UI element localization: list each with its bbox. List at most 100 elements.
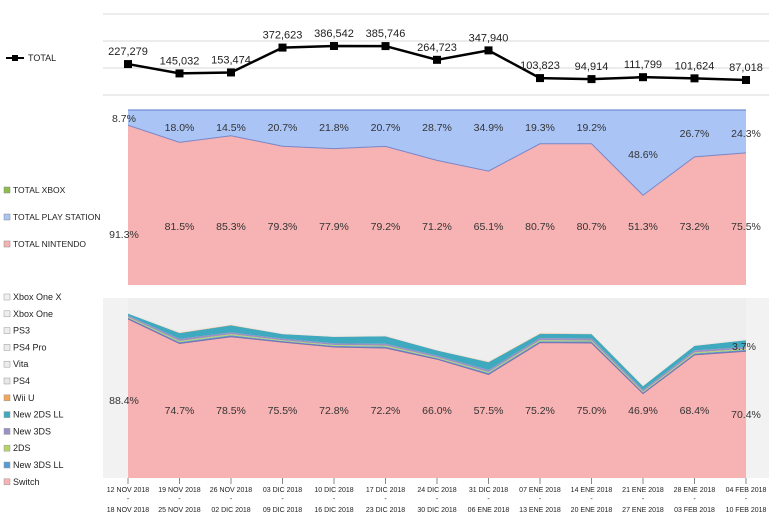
- nintendo-share-label-7: 65.1%: [474, 221, 504, 233]
- x-tick-label-dash-4: -: [333, 496, 336, 503]
- area-total-nintendo: [128, 125, 746, 285]
- total-point-6: [433, 55, 441, 64]
- x-tick-label-end-4: 16 DIC 2018: [314, 507, 353, 514]
- platform-share-panel: 8.7% 18.0% 14.5% 20.7% 21.8% 20.7% 28.7% 34.9% 1…: [109, 109, 761, 285]
- nintendo-share-label-8: 80.7%: [525, 221, 555, 233]
- x-tick-label-end-6: 30 DIC 2018: [417, 507, 456, 514]
- total-value-label-7: 347,940: [469, 32, 509, 44]
- legend-console-label-1: Xbox One: [13, 309, 53, 319]
- total-value-label-8: 103,823: [520, 60, 560, 72]
- x-tick-label-end-12: 10 FEB 2018: [726, 507, 767, 514]
- x-tick-label-end-11: 03 FEB 2018: [674, 507, 715, 514]
- x-tick-label-start-10: 21 ENE 2018: [622, 487, 664, 494]
- legend-console-label-2: PS3: [13, 326, 30, 336]
- x-tick-label-start-1: 19 NOV 2018: [158, 487, 201, 494]
- switch-share-label-8: 75.2%: [525, 405, 555, 417]
- switch-share-label-7: 57.5%: [474, 405, 504, 417]
- legend-console-swatch-6: [3, 394, 11, 402]
- total-value-label-9: 94,914: [575, 61, 609, 73]
- ps-share-label-12: 24.3%: [731, 128, 761, 140]
- x-tick-label-dash-6: -: [436, 496, 439, 503]
- legend-console-swatch-2: [3, 327, 11, 334]
- ps-share-label-8: 19.3%: [525, 122, 555, 134]
- nintendo-share-label-5: 79.2%: [371, 221, 401, 233]
- x-tick-label-dash-7: -: [487, 496, 490, 503]
- x-tick-label-end-1: 25 NOV 2018: [158, 507, 201, 514]
- x-tick-label-end-2: 02 DIC 2018: [211, 507, 250, 514]
- new2dsll-share-label-12: 3.7%: [732, 341, 756, 353]
- x-tick-label-end-9: 20 ENE 2018: [571, 507, 613, 514]
- nintendo-share-label-11: 73.2%: [680, 221, 710, 233]
- switch-share-label-12: 70.4%: [731, 409, 761, 421]
- x-tick-label-end-0: 18 NOV 2018: [107, 507, 150, 514]
- legend-console-label-10: New 3DS LL: [13, 460, 64, 470]
- legend-console-label-9: 2DS: [13, 443, 31, 453]
- total-point-3: [278, 43, 287, 52]
- x-tick-label-end-8: 13 ENE 2018: [519, 507, 561, 514]
- ps-share-label-0: 8.7%: [112, 113, 136, 125]
- nintendo-share-label-12: 75.5%: [731, 221, 761, 233]
- x-tick-label-dash-9: -: [590, 496, 593, 503]
- ps-share-label-10: 48.6%: [628, 149, 658, 161]
- legend-console-swatch-11: [3, 478, 11, 486]
- switch-share-label-1: 74.7%: [165, 405, 195, 417]
- x-tick-label-dash-8: -: [539, 496, 542, 503]
- ps-share-label-7: 34.9%: [474, 122, 504, 134]
- switch-share-label-0: 88.4%: [109, 395, 139, 407]
- legend-label-1: TOTAL PLAY STATION: [13, 212, 101, 222]
- x-tick-label-start-9: 14 ENE 2018: [571, 487, 613, 494]
- legend-console-swatch-1: [3, 310, 11, 318]
- x-tick-label-dash-10: -: [642, 496, 645, 503]
- switch-share-label-2: 78.5%: [216, 405, 246, 417]
- x-tick-label-start-0: 12 NOV 2018: [107, 487, 150, 494]
- x-tick-label-dash-1: -: [178, 496, 181, 503]
- x-tick-label-dash-2: -: [230, 496, 233, 503]
- legend-console-swatch-3: [3, 344, 11, 351]
- boundary-line-platforms: [127, 124, 747, 196]
- x-tick-label-dash-5: -: [384, 496, 387, 503]
- total-point-2: [227, 68, 235, 77]
- total-point-9: [587, 75, 596, 84]
- x-tick-label-dash-3: -: [281, 496, 284, 503]
- x-tick-label-end-5: 23 DIC 2018: [366, 507, 405, 514]
- total-value-label-11: 101,624: [675, 60, 715, 72]
- ps-share-label-3: 20.7%: [268, 122, 298, 134]
- x-tick-label-dash-0: -: [127, 496, 130, 503]
- x-tick-label-dash-11: -: [693, 496, 696, 503]
- total-point-4: [330, 42, 338, 50]
- legend-console-label-7: New 2DS LL: [13, 410, 64, 420]
- nintendo-share-label-1: 81.5%: [165, 221, 195, 233]
- switch-share-label-4: 72.8%: [319, 405, 349, 417]
- x-tick-label-start-2: 26 NOV 2018: [210, 487, 253, 494]
- legend-console-label-3: PS4 Pro: [13, 342, 47, 352]
- legend-swatch-1: [3, 213, 11, 221]
- total-point-5: [381, 42, 390, 51]
- legend-swatch-0: [3, 186, 11, 194]
- legend-consoles: Xbox One X Xbox One PS3 PS4 Pro Vita PS4 Wii U…: [3, 292, 64, 487]
- legend-swatch-2: [3, 240, 11, 248]
- switch-share-label-10: 46.9%: [628, 405, 658, 417]
- legend-console-swatch-9: [3, 444, 11, 452]
- legend-console-label-4: Vita: [13, 359, 28, 369]
- total-value-label-10: 111,799: [624, 59, 662, 71]
- switch-share-label-5: 72.2%: [371, 405, 401, 417]
- ps-share-label-11: 26.7%: [680, 128, 710, 140]
- legend-console-label-6: Wii U: [13, 393, 35, 403]
- legend-total-label: TOTAL: [28, 53, 56, 63]
- total-value-label-12: 87,018: [729, 62, 763, 74]
- x-tick-label-end-7: 06 ENE 2018: [468, 507, 510, 514]
- x-tick-label-end-10: 27 ENE 2018: [622, 507, 664, 514]
- legend-total: TOTAL: [6, 53, 56, 63]
- x-tick-label-start-8: 07 ENE 2018: [519, 487, 561, 494]
- ps-share-label-6: 28.7%: [422, 122, 452, 134]
- legend-label-2: TOTAL NINTENDO: [13, 239, 86, 249]
- legend-platforms: TOTAL XBOX TOTAL PLAY STATION TOTAL NINTEN…: [3, 185, 101, 249]
- legend-console-swatch-5: [3, 377, 11, 385]
- total-value-label-1: 145,032: [160, 55, 200, 67]
- nintendo-share-label-4: 77.9%: [319, 221, 349, 233]
- legend-label-0: TOTAL XBOX: [13, 185, 66, 195]
- nintendo-share-label-2: 85.3%: [216, 221, 246, 233]
- x-tick-label-start-11: 28 ENE 2018: [674, 487, 716, 494]
- total-point-7: [484, 46, 493, 55]
- nintendo-share-label-9: 80.7%: [577, 221, 607, 233]
